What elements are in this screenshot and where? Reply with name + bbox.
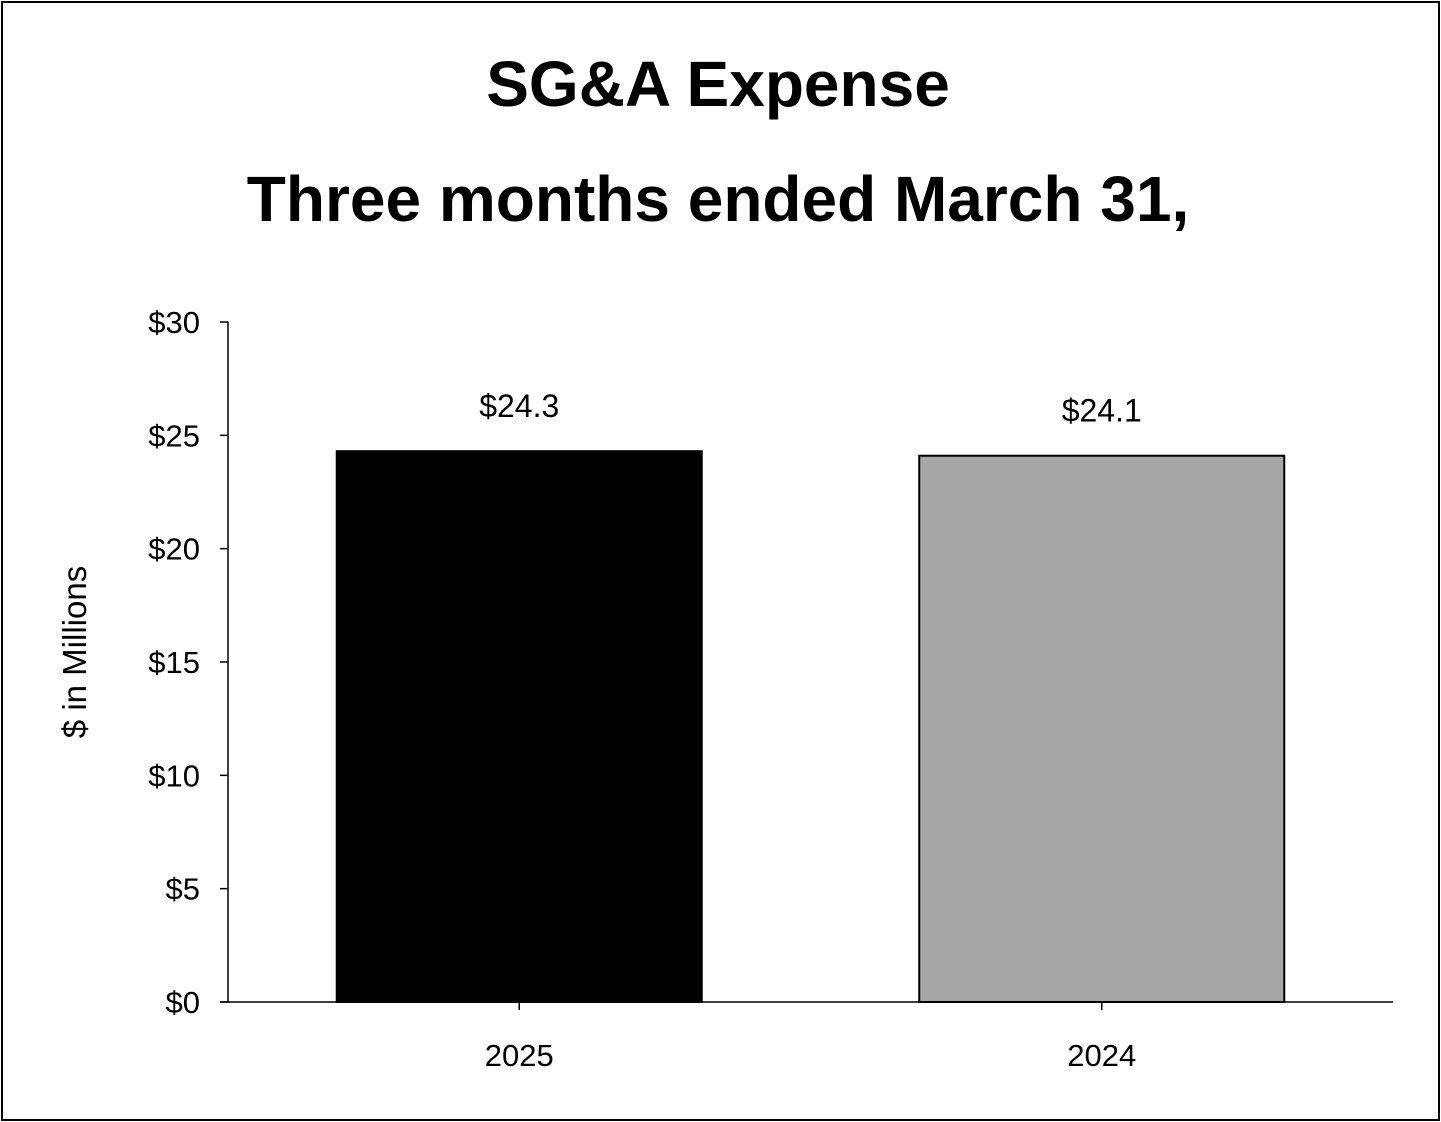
y-tick-label-10: $10	[148, 758, 200, 793]
y-tick-label-20: $20	[148, 532, 200, 567]
bar-2025	[335, 450, 703, 1003]
chart-subtitle: Three months ended March 31,	[247, 163, 1189, 235]
y-tick-label-25: $25	[148, 418, 200, 453]
y-tick-label-0: $0	[166, 985, 200, 1020]
y-tick-label-15: $15	[148, 645, 200, 680]
data-label-2025: $24.3	[479, 388, 559, 424]
y-tick-label-30: $30	[148, 305, 200, 340]
x-tick-label-2025: 2025	[485, 1038, 554, 1073]
data-label-2024: $24.1	[1062, 393, 1142, 429]
y-axis-label: $ in Millions	[56, 566, 93, 738]
x-tick-label-2024: 2024	[1067, 1038, 1136, 1073]
y-tick-label-5: $5	[166, 872, 200, 907]
plot-area: $0 $5 $10 $15 $20 $25 $30 2025 2024 $24.3 $24.1	[148, 305, 1393, 1073]
bar-2024	[918, 454, 1286, 1003]
chart-title: SG&A Expense	[486, 48, 950, 120]
